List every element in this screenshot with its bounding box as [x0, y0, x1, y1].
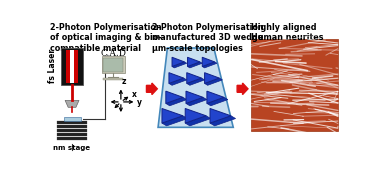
Polygon shape: [172, 57, 184, 66]
Polygon shape: [186, 91, 203, 103]
Polygon shape: [169, 73, 184, 83]
Bar: [251, 39, 338, 131]
Polygon shape: [187, 57, 200, 66]
Bar: [57, 133, 87, 136]
Text: 2-Photon Polymerisation
manufactured 3D wedge
μm-scale topologies: 2-Photon Polymerisation manufactured 3D …: [152, 23, 263, 53]
Bar: [66, 50, 78, 83]
Polygon shape: [207, 97, 228, 106]
Bar: [70, 50, 74, 83]
Polygon shape: [185, 116, 211, 126]
Polygon shape: [186, 97, 207, 106]
Polygon shape: [202, 57, 215, 66]
Polygon shape: [169, 78, 187, 85]
Polygon shape: [166, 91, 183, 103]
Polygon shape: [166, 97, 187, 106]
Text: y: y: [137, 98, 142, 107]
Text: fs Laser: fs Laser: [48, 49, 57, 83]
Bar: [57, 136, 87, 140]
Bar: [57, 125, 87, 128]
Text: 2-Photon Polymerisation
of optical imaging & bio-
compatible material: 2-Photon Polymerisation of optical imagi…: [50, 23, 161, 53]
Bar: [61, 48, 83, 85]
Polygon shape: [162, 116, 187, 126]
Polygon shape: [202, 62, 217, 68]
Text: nm stage: nm stage: [54, 145, 91, 151]
Bar: [103, 78, 123, 80]
Polygon shape: [210, 108, 231, 123]
Bar: [103, 58, 123, 72]
Polygon shape: [187, 73, 201, 83]
FancyArrow shape: [237, 83, 248, 95]
Bar: [64, 117, 81, 121]
Bar: [102, 56, 125, 73]
Text: z: z: [122, 77, 126, 86]
Polygon shape: [162, 108, 183, 123]
Text: x: x: [132, 90, 136, 100]
Bar: [57, 129, 87, 132]
Polygon shape: [207, 91, 224, 103]
Text: Highly aligned
Human neurites: Highly aligned Human neurites: [251, 23, 324, 42]
Bar: [57, 121, 87, 124]
Polygon shape: [210, 116, 235, 126]
Polygon shape: [172, 62, 187, 68]
Polygon shape: [65, 100, 79, 107]
Polygon shape: [187, 78, 204, 85]
Text: C.A.D: C.A.D: [100, 49, 126, 58]
Polygon shape: [158, 48, 233, 127]
Polygon shape: [204, 73, 219, 83]
Polygon shape: [204, 78, 222, 85]
FancyArrow shape: [146, 83, 157, 95]
Polygon shape: [185, 108, 206, 123]
Polygon shape: [187, 62, 202, 68]
